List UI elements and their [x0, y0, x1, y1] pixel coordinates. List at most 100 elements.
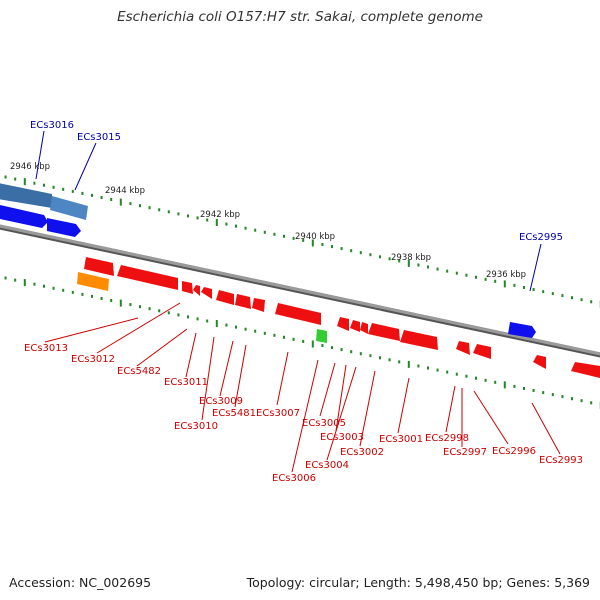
gene-reverse-14[interactable] — [400, 330, 438, 350]
gene-ecs3006-highlight[interactable] — [316, 329, 327, 343]
gene-reverse-12[interactable] — [360, 322, 368, 334]
inner-tick-mark — [81, 292, 84, 296]
outer-tick-ring — [4, 175, 600, 308]
inner-tick-mark — [148, 307, 151, 311]
gene-ecs3015[interactable] — [50, 196, 88, 220]
gene-label-ecs3001[interactable]: ECs3001 — [379, 434, 423, 445]
forward-genes — [0, 183, 536, 338]
inner-tick-mark — [273, 333, 276, 337]
outer-tick-mark — [475, 275, 477, 279]
gene-reverse-6[interactable] — [216, 290, 234, 305]
outer-tick-mark — [196, 216, 199, 220]
gene-label-ecs3006[interactable]: ECs3006 — [272, 473, 316, 484]
outer-tick-mark — [81, 191, 84, 195]
inner-tick-mark — [436, 368, 439, 372]
gene-label-ecs3004[interactable]: ECs3004 — [305, 460, 349, 471]
outer-tick-mark — [484, 277, 487, 281]
inner-tick-mark — [158, 309, 161, 313]
inner-tick-mark — [398, 360, 401, 364]
gene-label-ecs3010[interactable]: ECs3010 — [174, 421, 218, 432]
inner-tick-mark — [235, 325, 237, 329]
gene-reverse-2[interactable] — [117, 265, 178, 290]
gene-rna[interactable] — [77, 272, 109, 291]
inner-tick-mark — [302, 339, 305, 343]
outer-tick-mark — [158, 208, 161, 212]
gene-label-ecs2996[interactable]: ECs2996 — [492, 446, 536, 457]
gene-label-ecs2998[interactable]: ECs2998 — [425, 433, 469, 444]
gene-reverse-5[interactable] — [201, 287, 212, 299]
inner-tick-mark — [379, 356, 381, 360]
outer-tick-mark — [292, 236, 295, 240]
gene-label-ecs3005[interactable]: ECs3005 — [302, 418, 346, 429]
gene-label-ecs3002[interactable]: ECs3002 — [340, 447, 384, 458]
inner-tick-mark — [177, 313, 180, 317]
gene-ecs2995[interactable] — [508, 322, 536, 338]
gene-label-ecs2995[interactable]: ECs2995 — [519, 232, 563, 243]
gene-reverse-1[interactable] — [84, 257, 114, 276]
outer-tick-mark — [14, 177, 17, 181]
inner-tick-mark — [71, 290, 74, 294]
gene-reverse-13[interactable] — [368, 323, 400, 341]
outer-tick-mark — [379, 255, 381, 259]
inner-tick-mark — [244, 327, 247, 331]
gene-reverse-4[interactable] — [193, 285, 200, 296]
outer-tick-mark — [235, 224, 237, 228]
outer-tick-mark — [590, 300, 593, 304]
outer-tick-mark — [167, 210, 170, 214]
outer-tick-mark — [254, 228, 257, 232]
gene-label-ecs5482[interactable]: ECs5482 — [117, 366, 161, 377]
inner-tick-ring — [4, 276, 600, 409]
inner-tick-mark — [263, 331, 266, 335]
outer-tick-mark — [23, 178, 26, 186]
outer-tick-mark — [187, 214, 189, 218]
gene-ecs3016[interactable] — [0, 183, 52, 208]
outer-tick-mark — [455, 271, 458, 275]
gene-label-ecs2993[interactable]: ECs2993 — [539, 455, 583, 466]
gene-forward-a[interactable] — [0, 205, 48, 228]
gene-label-ecs5481[interactable]: ECs5481 — [212, 408, 256, 419]
inner-tick-mark — [321, 344, 324, 347]
gene-reverse-18[interactable] — [571, 362, 600, 378]
outer-tick-mark — [215, 219, 218, 226]
inner-tick-mark — [551, 393, 554, 397]
gene-reverse-16[interactable] — [473, 344, 491, 359]
gene-reverse-7[interactable] — [235, 294, 251, 309]
outer-tick-mark — [43, 183, 45, 187]
outer-tick-mark — [446, 269, 449, 273]
inner-tick-mark — [427, 366, 429, 370]
gene-label-ecs3011[interactable]: ECs3011 — [164, 377, 208, 388]
scale-labels: 2946 kbp 2944 kbp 2942 kbp 2940 kbp 2938… — [10, 162, 526, 280]
outer-tick-mark — [302, 238, 305, 242]
inner-tick-mark — [129, 303, 132, 307]
inner-tick-mark — [446, 370, 449, 374]
gene-label-ecs3015[interactable]: ECs3015 — [77, 132, 121, 143]
inner-tick-mark — [407, 360, 410, 368]
gene-label-ecs3007[interactable]: ECs3007 — [256, 408, 300, 419]
gene-label-ecs3012[interactable]: ECs3012 — [71, 354, 115, 365]
inner-tick-mark — [254, 329, 257, 333]
gene-reverse-8[interactable] — [252, 298, 265, 312]
gene-label-ecs3016[interactable]: ECs3016 — [30, 120, 74, 131]
gene-reverse-17[interactable] — [533, 355, 546, 369]
gene-reverse-10[interactable] — [337, 317, 349, 331]
inner-tick-mark — [542, 391, 545, 395]
outer-tick-mark — [110, 198, 113, 201]
outer-tick-mark — [71, 189, 74, 193]
gene-reverse-3[interactable] — [182, 281, 193, 294]
gene-reverse-9[interactable] — [275, 303, 321, 325]
inner-tick-mark — [52, 286, 55, 290]
gene-reverse-11[interactable] — [350, 320, 360, 332]
gene-label-ecs3009[interactable]: ECs3009 — [199, 396, 243, 407]
gene-reverse-15[interactable] — [456, 341, 470, 355]
gene-label-ecs3003[interactable]: ECs3003 — [320, 432, 364, 443]
inner-tick-mark — [532, 389, 535, 392]
inner-tick-mark — [4, 276, 7, 280]
topology-summary: Topology: circular; Length: 5,498,450 bp… — [246, 575, 590, 590]
gene-forward-b[interactable] — [47, 218, 81, 237]
gene-label-ecs2997[interactable]: ECs2997 — [443, 447, 487, 458]
gene-label-ecs3013[interactable]: ECs3013 — [24, 343, 68, 354]
outer-tick-mark — [561, 294, 564, 298]
outer-tick-mark — [513, 283, 516, 287]
inner-tick-mark — [561, 395, 564, 399]
